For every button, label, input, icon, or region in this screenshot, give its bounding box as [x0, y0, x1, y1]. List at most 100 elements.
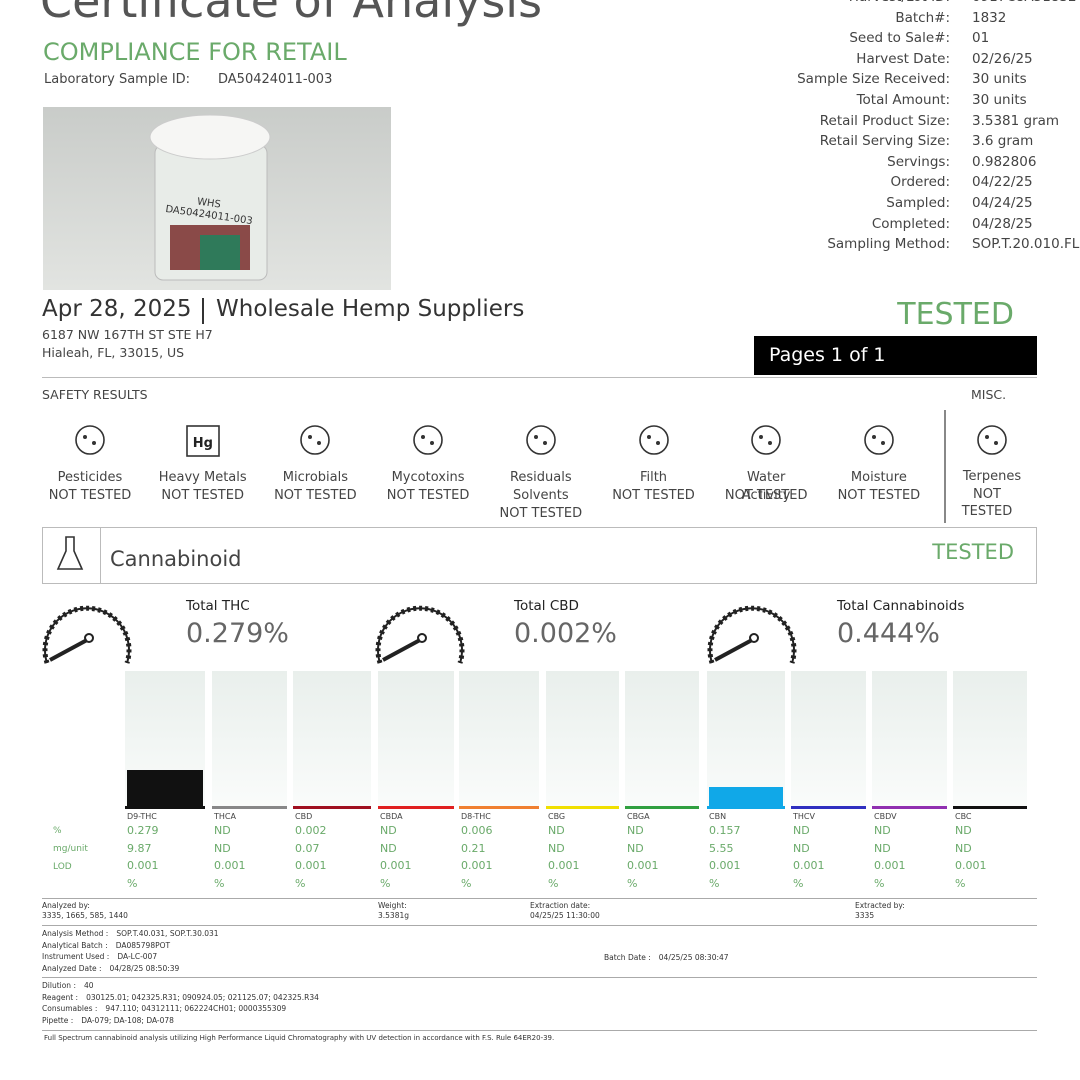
flask-icon — [56, 536, 84, 570]
info-value: 04/24/25 — [972, 195, 1033, 211]
icon — [185, 425, 220, 457]
total-value: 0.279% — [186, 618, 289, 649]
safety-status: NOT TESTED — [612, 488, 695, 503]
footer-value: DA085798POT — [115, 940, 171, 950]
rule — [42, 925, 1037, 926]
cell: % — [214, 876, 225, 890]
safety-status: NOT TESTED — [386, 488, 470, 503]
column-name: CBDA — [380, 812, 403, 821]
footer-value: SOP.T.40.031, SOP.T.30.031 — [116, 929, 219, 938]
footer-label: Analytical Batch : — [42, 940, 108, 950]
date: Apr 28, 2025 — [42, 296, 192, 322]
column-bg — [791, 671, 866, 808]
info-value: 1832 — [972, 9, 1007, 26]
total-value: 0.002% — [514, 618, 617, 649]
cell: ND — [380, 824, 397, 837]
cell: ND — [214, 824, 231, 837]
cell: 0.006 — [461, 824, 493, 837]
column-name: D8-THC — [461, 812, 491, 821]
info-value: 04/22/25 — [972, 174, 1033, 191]
column-name: CBC — [955, 812, 972, 821]
bar — [709, 786, 783, 808]
pair: Dilution : 40 — [42, 981, 94, 990]
footer-value: DA-LC-007 — [117, 952, 158, 962]
panel — [42, 527, 1037, 584]
pages: Pages 1 of 1 — [769, 344, 886, 366]
safety-title: SAFETY RESULTS — [42, 387, 148, 402]
column-name: CBD — [295, 812, 313, 821]
sample-id-label: Laboratory Sample ID: — [44, 72, 191, 87]
cell: ND — [627, 824, 644, 837]
cell: 0.21 — [461, 841, 486, 855]
footer-value: 3335 — [855, 911, 875, 920]
cell: 0.001 — [793, 859, 825, 873]
safety-name: Microbials — [282, 470, 348, 485]
safety-status: NOT TESTED — [724, 488, 808, 503]
cell: ND — [214, 841, 231, 855]
safety-name: Water Activity — [741, 470, 791, 503]
footer-value: 04/25/25 11:30:00 — [530, 911, 600, 920]
color-line — [125, 806, 205, 809]
footer-value: 40 — [83, 981, 94, 990]
panel-status: TESTED — [932, 540, 1014, 564]
info-label: Harvest/Lot ID: — [849, 0, 950, 5]
cell: ND — [548, 841, 565, 855]
total-label: Total Cannabinoids — [837, 598, 965, 614]
address: Hialeah, FL, 33015, US — [42, 345, 185, 360]
cell: 0.001 — [380, 859, 412, 873]
color-line — [707, 806, 785, 809]
jar — [149, 114, 271, 281]
cell: % — [461, 876, 472, 890]
info-label: Ordered: — [890, 174, 951, 191]
cell: ND — [793, 841, 810, 855]
info-label: Servings: — [887, 153, 950, 170]
pair: Consumables : 947.110; 04312111; 062224CH… — [42, 1004, 286, 1013]
cell: 0.001 — [127, 859, 159, 873]
info-value: 3.6 gram — [972, 133, 1034, 150]
footer-label: Pipette : — [42, 1016, 74, 1026]
footer-value: 3335, 1665, 585, 1440 — [42, 911, 128, 920]
total-label: Total CBD — [514, 598, 579, 614]
rule — [42, 898, 1037, 899]
misc-title: MISC. — [971, 387, 1007, 402]
cell: 0.001 — [214, 859, 246, 873]
column-bg — [953, 671, 1027, 808]
row-label: % — [53, 826, 62, 836]
info-label: Batch#: — [895, 9, 950, 26]
icon — [864, 425, 894, 455]
info-value: SOP.T.20.010.FL — [972, 236, 1080, 253]
cell: % — [874, 876, 885, 890]
pair: Batch Date : 04/25/25 08:30:47 — [604, 953, 729, 962]
pair: Analysis Method : SOP.T.40.031, SOP.T.30.… — [42, 929, 219, 938]
info-label: Completed: — [871, 215, 950, 232]
column-bg — [625, 671, 699, 808]
cell: 0.001 — [874, 859, 906, 873]
color-line — [791, 806, 866, 809]
safety-name: Mycotoxins — [391, 470, 465, 485]
info-value: 02/26/25 — [972, 50, 1033, 67]
footer-value: 030125.01; 042325.R31; 090924.05; 021125… — [86, 992, 319, 1002]
color-line — [293, 806, 371, 809]
info-label: Harvest Date: — [856, 50, 950, 67]
cell: 0.001 — [709, 859, 741, 873]
cell: 0.001 — [955, 859, 987, 873]
cell: 9.87 — [127, 841, 152, 855]
column-bg — [459, 671, 539, 808]
cell: 0.279 — [127, 824, 159, 837]
client-name: Wholesale Hemp Suppliers — [216, 296, 525, 322]
color-line — [625, 806, 699, 809]
cell: % — [955, 876, 966, 890]
footer-label: Analysis Method : — [42, 929, 109, 938]
column-bg — [212, 671, 287, 808]
row-label: LOD — [53, 862, 72, 872]
column-bg — [546, 671, 619, 808]
cell: ND — [627, 841, 644, 855]
divider — [42, 377, 1037, 378]
info-label: Retail Product Size: — [819, 112, 950, 129]
info-value: 0917C8A51832 — [972, 0, 1077, 5]
cell: ND — [955, 824, 972, 837]
column-name: THCA — [214, 812, 236, 821]
subtitle: COMPLIANCE FOR RETAIL — [43, 38, 347, 66]
footer-label: Analyzed by: — [42, 901, 90, 910]
safety-status: NOT TESTED — [161, 488, 244, 503]
